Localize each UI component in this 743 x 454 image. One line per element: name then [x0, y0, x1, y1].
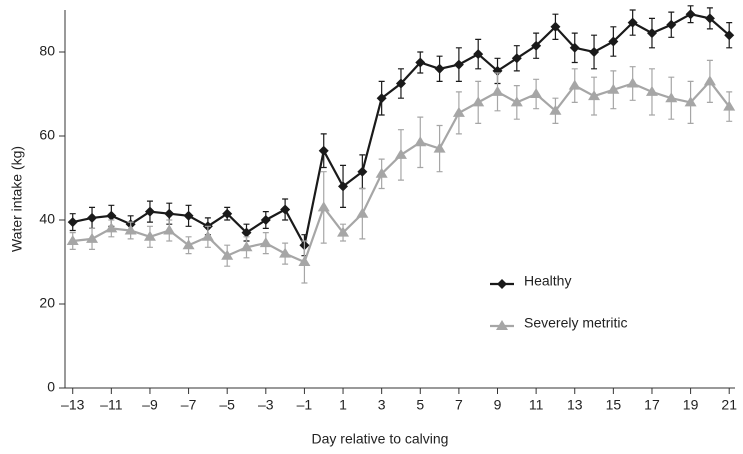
x-tick-label: 7 — [455, 397, 463, 413]
x-tick-label: 11 — [529, 397, 544, 413]
point — [337, 226, 350, 237]
point — [531, 40, 542, 51]
point — [105, 222, 118, 233]
point — [163, 224, 176, 235]
point — [627, 17, 638, 28]
x-tick-label: –5 — [219, 397, 235, 413]
x-axis-title: Day relative to calving — [312, 431, 449, 447]
point — [549, 104, 562, 115]
point — [666, 19, 677, 30]
point — [183, 210, 194, 221]
x-tick-label: 21 — [721, 397, 737, 413]
point — [86, 232, 99, 243]
point — [318, 145, 329, 156]
point — [375, 167, 388, 178]
x-tick-label: 13 — [567, 397, 583, 413]
point — [222, 208, 233, 219]
point — [280, 204, 291, 215]
point — [415, 57, 426, 68]
point — [67, 217, 78, 228]
x-tick-label: –9 — [142, 397, 158, 413]
point — [434, 63, 445, 74]
x-tick-label: 15 — [606, 397, 622, 413]
point — [356, 207, 369, 218]
point — [645, 85, 658, 96]
x-tick-label: 17 — [644, 397, 660, 413]
point — [338, 181, 349, 192]
x-tick-label: –7 — [181, 397, 197, 413]
point — [376, 93, 387, 104]
x-tick-label: 19 — [683, 397, 699, 413]
point — [240, 241, 253, 252]
x-tick-label: –13 — [61, 397, 85, 413]
point — [143, 230, 156, 241]
point — [723, 100, 736, 111]
point — [221, 249, 234, 260]
point — [568, 79, 581, 90]
point — [607, 83, 620, 94]
x-tick-label: –11 — [100, 397, 123, 413]
point — [626, 77, 639, 88]
point — [414, 136, 427, 147]
point — [530, 88, 543, 98]
point — [608, 36, 619, 47]
point — [704, 13, 715, 24]
point — [317, 201, 330, 212]
point — [472, 96, 485, 107]
point — [106, 210, 117, 221]
y-tick-label: 60 — [39, 127, 55, 143]
y-tick-label: 80 — [39, 43, 55, 59]
point — [569, 42, 580, 53]
legend-label: Severely metritic — [524, 315, 627, 331]
y-tick-label: 0 — [47, 379, 55, 395]
legend-label: Healthy — [524, 273, 571, 289]
point — [589, 47, 600, 57]
y-tick-label: 20 — [39, 295, 55, 311]
point — [124, 224, 137, 235]
point — [452, 106, 465, 117]
point — [550, 21, 561, 32]
x-tick-label: 1 — [339, 397, 347, 413]
point — [395, 78, 406, 89]
x-tick-label: –1 — [297, 397, 313, 413]
point — [144, 206, 155, 217]
point — [453, 59, 464, 70]
point — [279, 247, 292, 258]
point — [394, 148, 407, 159]
point — [684, 96, 697, 107]
x-tick-label: 5 — [416, 397, 424, 413]
point — [724, 30, 735, 41]
point — [703, 75, 716, 86]
point — [259, 237, 272, 248]
point — [66, 235, 79, 245]
point — [665, 92, 678, 103]
point — [433, 142, 446, 153]
point — [685, 9, 696, 20]
x-tick-label: 9 — [494, 397, 502, 413]
point — [646, 28, 657, 39]
legend-marker — [496, 320, 508, 330]
x-tick-label: –3 — [258, 397, 274, 413]
x-tick-label: 3 — [378, 397, 386, 413]
point — [298, 256, 311, 266]
y-tick-label: 40 — [39, 211, 55, 227]
point — [164, 208, 175, 219]
y-axis-title: Water intake (kg) — [9, 146, 25, 252]
point — [201, 230, 214, 241]
point — [491, 85, 504, 96]
point — [182, 239, 195, 250]
legend-marker — [497, 279, 507, 289]
point — [260, 215, 271, 225]
point — [87, 212, 98, 223]
point — [241, 227, 252, 238]
point — [473, 49, 484, 60]
point — [357, 166, 368, 177]
point — [588, 90, 601, 101]
point — [511, 53, 522, 64]
point — [510, 96, 523, 107]
